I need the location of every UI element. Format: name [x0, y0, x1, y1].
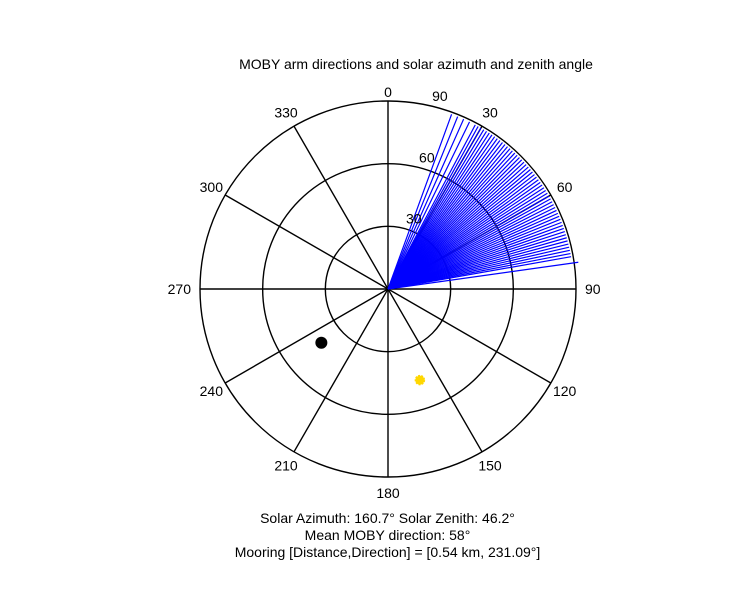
- angle-label-30: 30: [482, 104, 498, 120]
- radial-label-90: 90: [432, 88, 448, 104]
- angle-label-240: 240: [200, 383, 224, 399]
- chart-title: MOBY arm directions and solar azimuth an…: [239, 56, 593, 72]
- arm-direction-line: [387, 116, 459, 290]
- angle-label-60: 60: [557, 179, 573, 195]
- angle-label-180: 180: [376, 485, 400, 501]
- arm-direction-line: [387, 256, 572, 290]
- angle-label-210: 210: [274, 458, 298, 474]
- solar-caption: Solar Azimuth: 160.7° Solar Zenith: 46.2…: [260, 510, 515, 526]
- radial-label-60: 60: [419, 149, 435, 165]
- polar-tick-labels: 0 30 60 90 120 150 180 210 240 270 300 330 30 60 90: [168, 84, 601, 501]
- angle-label-150: 150: [478, 458, 502, 474]
- angle-label-120: 120: [553, 383, 577, 399]
- arm-direction-line: [387, 118, 465, 290]
- radial-label-30: 30: [406, 211, 422, 227]
- sun-dot: [414, 374, 426, 386]
- moby-direction-caption: Mean MOBY direction: 58°: [304, 527, 471, 543]
- arm-direction-line: [387, 121, 471, 290]
- markers: [315, 336, 426, 386]
- angle-label-90: 90: [585, 281, 601, 297]
- mooring-marker: [315, 336, 328, 349]
- mooring-caption: Mooring [Distance,Direction] = [0.54 km,…: [234, 544, 541, 560]
- angle-label-270: 270: [168, 281, 192, 297]
- angle-label-300: 300: [200, 179, 224, 195]
- arm-direction-line: [387, 114, 453, 290]
- angle-label-330: 330: [274, 104, 298, 120]
- moby-arm-lines: [387, 114, 579, 290]
- sun-marker: [414, 374, 426, 386]
- angle-label-0: 0: [384, 84, 392, 100]
- arm-direction-line: [387, 261, 579, 290]
